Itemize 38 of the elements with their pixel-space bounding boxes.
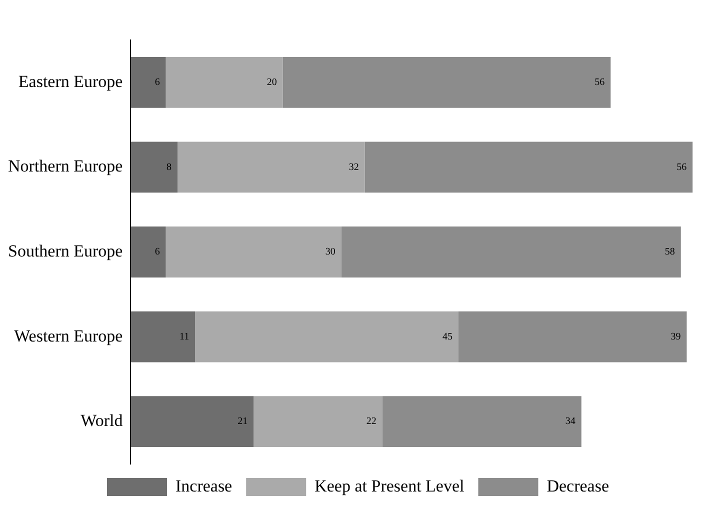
bar (166, 56, 283, 108)
bar (166, 226, 342, 278)
bar (364, 142, 693, 193)
data-label: 8 (166, 162, 172, 173)
y-tick-label: World (80, 411, 124, 430)
data-label: 6 (154, 77, 160, 88)
y-tick-label: Southern Europe (8, 241, 123, 260)
bar (130, 226, 166, 278)
data-label: 56 (594, 77, 605, 88)
data-label: 39 (670, 331, 681, 342)
data-label: 58 (664, 246, 675, 258)
bar (382, 396, 582, 448)
data-label: 21 (238, 416, 248, 428)
bar (130, 311, 196, 362)
y-tick-label: Western Europe (14, 326, 123, 346)
bar (195, 311, 458, 362)
data-label: 22 (366, 416, 376, 428)
bar (458, 311, 687, 362)
data-label: 20 (266, 77, 277, 88)
data-label: 6 (154, 246, 160, 258)
bar (130, 56, 166, 108)
data-label: 45 (442, 331, 452, 342)
bar (254, 396, 382, 448)
y-tick-label: Eastern Europe (18, 72, 123, 91)
data-label: 11 (179, 331, 190, 342)
bar (178, 142, 365, 193)
legend-label: Decrease (546, 476, 610, 496)
data-label: 56 (676, 162, 687, 173)
legend-label: Keep at Present Level (314, 476, 465, 496)
bar (341, 226, 681, 278)
data-label: 30 (325, 246, 336, 258)
data-label: 34 (565, 416, 576, 428)
legend-label: Increase (175, 476, 232, 496)
bar (130, 142, 178, 193)
data-label: 32 (348, 162, 359, 173)
bar (130, 396, 254, 448)
y-tick-label: Northern Europe (8, 156, 123, 176)
bar (282, 56, 611, 108)
